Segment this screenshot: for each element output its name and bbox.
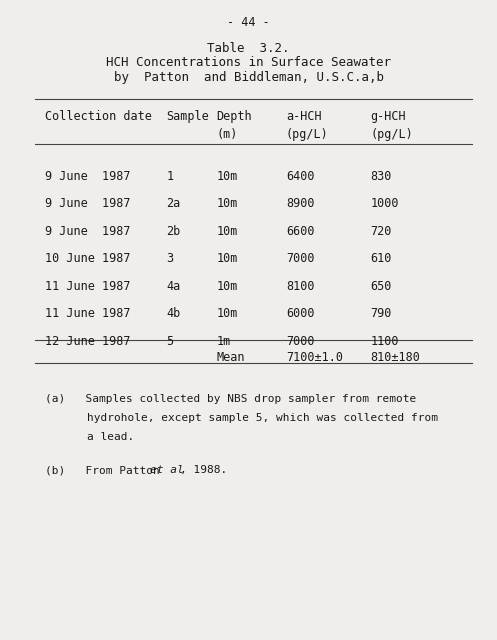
Text: 9 June  1987: 9 June 1987 <box>45 170 130 182</box>
Text: a lead.: a lead. <box>87 432 134 442</box>
Text: 10m: 10m <box>216 307 238 320</box>
Text: 9 June  1987: 9 June 1987 <box>45 197 130 210</box>
Text: 8100: 8100 <box>286 280 314 292</box>
Text: g-HCH: g-HCH <box>370 110 406 123</box>
Text: 11 June 1987: 11 June 1987 <box>45 307 130 320</box>
Text: 3: 3 <box>166 252 173 265</box>
Text: 10m: 10m <box>216 252 238 265</box>
Text: 6400: 6400 <box>286 170 314 182</box>
Text: Collection date: Collection date <box>45 110 152 123</box>
Text: (m): (m) <box>216 128 238 141</box>
Text: 10m: 10m <box>216 280 238 292</box>
Text: 720: 720 <box>370 225 392 237</box>
Text: 1100: 1100 <box>370 335 399 348</box>
Text: 7000: 7000 <box>286 335 314 348</box>
Text: 4b: 4b <box>166 307 181 320</box>
Text: 2a: 2a <box>166 197 181 210</box>
Text: (b)   From Patton: (b) From Patton <box>45 465 166 476</box>
Text: Depth: Depth <box>216 110 252 123</box>
Text: 8900: 8900 <box>286 197 314 210</box>
Text: 12 June 1987: 12 June 1987 <box>45 335 130 348</box>
Text: 7000: 7000 <box>286 252 314 265</box>
Text: (a)   Samples collected by NBS drop sampler from remote: (a) Samples collected by NBS drop sample… <box>45 394 416 404</box>
Text: 10m: 10m <box>216 225 238 237</box>
Text: 810±180: 810±180 <box>370 351 420 364</box>
Text: 830: 830 <box>370 170 392 182</box>
Text: , 1988.: , 1988. <box>179 465 227 476</box>
Text: 2b: 2b <box>166 225 181 237</box>
Text: 610: 610 <box>370 252 392 265</box>
Text: 6000: 6000 <box>286 307 314 320</box>
Text: - 44 -: - 44 - <box>227 16 270 29</box>
Text: et al: et al <box>150 465 184 476</box>
Text: hydrohole, except sample 5, which was collected from: hydrohole, except sample 5, which was co… <box>87 413 438 423</box>
Text: 10m: 10m <box>216 197 238 210</box>
Text: HCH Concentrations in Surface Seawater: HCH Concentrations in Surface Seawater <box>106 56 391 69</box>
Text: 7100±1.0: 7100±1.0 <box>286 351 343 364</box>
Text: 10m: 10m <box>216 170 238 182</box>
Text: Sample: Sample <box>166 110 209 123</box>
Text: 1m: 1m <box>216 335 231 348</box>
Text: (pg/L): (pg/L) <box>370 128 413 141</box>
Text: 9 June  1987: 9 June 1987 <box>45 225 130 237</box>
Text: 650: 650 <box>370 280 392 292</box>
Text: 10 June 1987: 10 June 1987 <box>45 252 130 265</box>
Text: 4a: 4a <box>166 280 181 292</box>
Text: by  Patton  and Biddleman, U.S.C.a,b: by Patton and Biddleman, U.S.C.a,b <box>113 71 384 84</box>
Text: Table  3.2.: Table 3.2. <box>207 42 290 54</box>
Text: Mean: Mean <box>216 351 245 364</box>
Text: a-HCH: a-HCH <box>286 110 322 123</box>
Text: 1000: 1000 <box>370 197 399 210</box>
Text: 1: 1 <box>166 170 173 182</box>
Text: 11 June 1987: 11 June 1987 <box>45 280 130 292</box>
Text: 6600: 6600 <box>286 225 314 237</box>
Text: 5: 5 <box>166 335 173 348</box>
Text: 790: 790 <box>370 307 392 320</box>
Text: (pg/L): (pg/L) <box>286 128 329 141</box>
